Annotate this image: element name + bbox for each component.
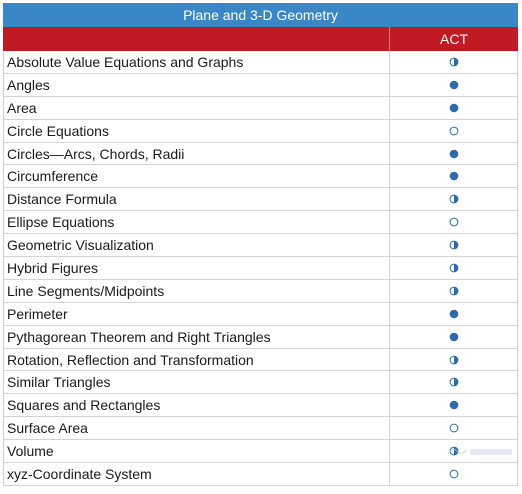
topic-cell: Circles—Arcs, Chords, Radii: [4, 142, 390, 165]
watermark-logo: [446, 444, 516, 460]
table-row: Distance Formula: [4, 188, 517, 212]
act-coverage-cell: [390, 234, 517, 256]
table-row: Perimeter: [4, 302, 517, 326]
table-row: Surface Area: [4, 417, 517, 441]
act-coverage-cell: [390, 326, 517, 348]
topic-cell: Area: [4, 96, 390, 119]
empty-circle-icon: [449, 423, 459, 433]
half-circle-icon: [449, 263, 459, 273]
full-circle-icon: [449, 103, 459, 113]
geometry-table: Plane and 3-D Geometry ACT Absolute Valu…: [3, 3, 518, 486]
table-row: Line Segments/Midpoints: [4, 279, 517, 303]
header-row: ACT: [3, 27, 518, 51]
topic-cell: Circle Equations: [4, 119, 390, 142]
act-coverage-cell: [390, 143, 517, 165]
topic-cell: Similar Triangles: [4, 371, 390, 394]
half-circle-icon: [449, 57, 459, 67]
half-circle-icon: [449, 286, 459, 296]
act-coverage-cell: [390, 74, 517, 96]
table-row: Ellipse Equations: [4, 211, 517, 235]
act-coverage-cell: [390, 463, 517, 485]
topic-cell: Volume: [4, 440, 390, 463]
act-coverage-cell: [390, 280, 517, 302]
table-body: Absolute Value Equations and Graphs Angle…: [3, 51, 518, 486]
topic-cell: xyz-Coordinate System: [4, 463, 390, 485]
table-row: Circumference: [4, 165, 517, 189]
table-row: Geometric Visualization: [4, 234, 517, 258]
table-row: Squares and Rectangles: [4, 394, 517, 418]
act-coverage-cell: [390, 51, 517, 73]
full-circle-icon: [449, 149, 459, 159]
topic-cell: Surface Area: [4, 417, 390, 440]
act-coverage-cell: [390, 97, 517, 119]
topic-cell: Geometric Visualization: [4, 234, 390, 257]
table-row: Pythagorean Theorem and Right Triangles: [4, 325, 517, 349]
topic-cell: Perimeter: [4, 302, 390, 325]
table-row: Angles: [4, 73, 517, 97]
topic-cell: Squares and Rectangles: [4, 394, 390, 417]
topic-cell: Angles: [4, 73, 390, 96]
act-column-header: ACT: [440, 31, 468, 47]
table-row: Similar Triangles: [4, 371, 517, 395]
topic-cell: Hybrid Figures: [4, 257, 390, 279]
full-circle-icon: [449, 171, 459, 181]
table-row: Area: [4, 96, 517, 120]
full-circle-icon: [449, 309, 459, 319]
half-circle-icon: [449, 240, 459, 250]
topic-cell: Absolute Value Equations and Graphs: [4, 51, 390, 73]
table-row: Absolute Value Equations and Graphs: [4, 51, 517, 74]
table-row: Rotation, Reflection and Transformation: [4, 348, 517, 372]
topic-cell: Ellipse Equations: [4, 211, 390, 234]
act-coverage-cell: [390, 165, 517, 187]
table-row: Hybrid Figures: [4, 257, 517, 280]
full-circle-icon: [449, 332, 459, 342]
topic-cell: Circumference: [4, 165, 390, 188]
topic-cell: Pythagorean Theorem and Right Triangles: [4, 325, 390, 348]
half-circle-icon: [449, 355, 459, 365]
table-row: Volume: [4, 440, 517, 464]
half-circle-icon: [449, 194, 459, 204]
act-coverage-cell: [390, 120, 517, 142]
full-circle-icon: [449, 400, 459, 410]
act-coverage-cell: [390, 188, 517, 210]
topic-cell: Line Segments/Midpoints: [4, 279, 390, 302]
act-coverage-cell: [390, 394, 517, 416]
act-coverage-cell: [390, 257, 517, 279]
table-row: xyz-Coordinate System: [4, 463, 517, 486]
full-circle-icon: [449, 80, 459, 90]
topic-cell: Rotation, Reflection and Transformation: [4, 348, 390, 371]
act-coverage-cell: [390, 303, 517, 325]
act-coverage-cell: [390, 371, 517, 393]
empty-circle-icon: [449, 217, 459, 227]
act-coverage-cell: [390, 417, 517, 439]
empty-circle-icon: [449, 469, 459, 479]
empty-circle-icon: [449, 126, 459, 136]
act-coverage-cell: [390, 349, 517, 371]
table-title: Plane and 3-D Geometry: [3, 3, 518, 27]
half-circle-icon: [449, 377, 459, 387]
table-row: Circles—Arcs, Chords, Radii: [4, 142, 517, 166]
topic-column-header: [3, 27, 390, 51]
act-coverage-cell: [390, 211, 517, 233]
table-row: Circle Equations: [4, 119, 517, 143]
topic-cell: Distance Formula: [4, 188, 390, 211]
